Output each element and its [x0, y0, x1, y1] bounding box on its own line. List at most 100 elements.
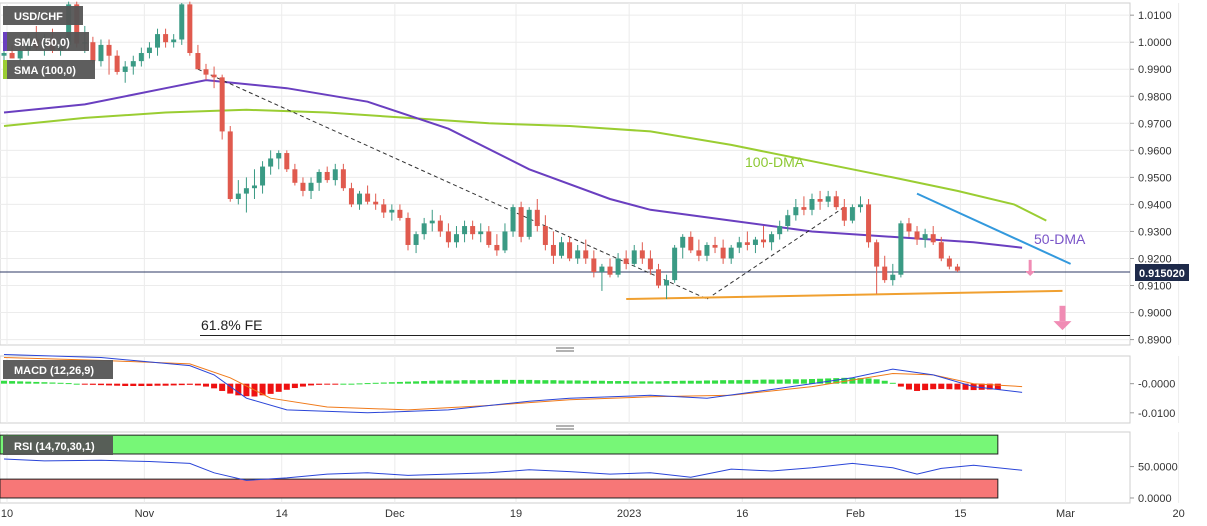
candle-body — [397, 209, 403, 218]
overlay-labels: USD/CHF SMA (50,0) SMA (100,0) 100-DMA 5… — [3, 6, 1189, 455]
macd-histogram-bar — [453, 380, 460, 384]
candle-body — [348, 188, 354, 205]
candle-body — [284, 153, 290, 170]
candle-body — [688, 236, 694, 251]
candle-body — [146, 47, 152, 54]
x-tick-label: 2023 — [617, 508, 641, 520]
candle-body — [526, 209, 532, 237]
macd-histogram-bar — [687, 380, 694, 384]
x-tick-label: 14 — [276, 508, 288, 520]
macd-histogram-bar — [396, 381, 403, 384]
macd-histogram-bar — [25, 381, 32, 384]
candle-body — [421, 223, 427, 235]
candle-body — [510, 207, 516, 232]
macd-histogram-bar — [784, 379, 791, 384]
macd-histogram-bar — [421, 381, 428, 384]
candle-body — [898, 223, 904, 275]
macd-histogram-bar — [259, 383, 266, 396]
macd-histogram-bar — [809, 379, 815, 384]
sma50-line — [3, 79, 1023, 249]
macd-label-box — [3, 360, 113, 379]
legend-sma100-swatch — [3, 60, 7, 79]
macd-histogram-bar — [146, 383, 153, 387]
down-arrow-head — [1053, 321, 1072, 331]
x-tick-label: 16 — [736, 508, 748, 520]
macd-histogram-bar — [413, 381, 420, 384]
candle-body — [550, 244, 556, 256]
candle-body — [954, 266, 960, 271]
candle-body — [365, 193, 371, 202]
sma100-line — [3, 108, 1047, 222]
candle-body — [138, 53, 144, 62]
candle-body — [478, 231, 484, 235]
candle-body — [583, 250, 589, 259]
candle-body — [825, 196, 831, 202]
candle-body — [769, 234, 775, 243]
candle-body — [340, 169, 346, 189]
annotation-100-dma: 100-DMA — [745, 154, 805, 170]
rsi-y-tick-label: 0.0000 — [1138, 493, 1172, 505]
candle-body — [389, 209, 395, 213]
candle-body — [357, 193, 363, 205]
current-price-label: 0.915020 — [1139, 268, 1185, 280]
panel-resize-handle-2[interactable] — [556, 425, 574, 430]
panel-frame-1 — [0, 2, 1131, 346]
macd-histogram-bar — [122, 383, 129, 387]
legend-sma100-box — [3, 60, 95, 79]
candle-body — [486, 231, 492, 245]
dashed-trend-down — [197, 68, 708, 300]
macd-histogram-bar — [81, 383, 88, 385]
candle-body — [591, 258, 597, 273]
candle-body — [793, 207, 799, 216]
rsi-label: RSI (14,70,30,1) — [14, 441, 95, 453]
macd-panel — [1, 354, 1023, 414]
macd-histogram-bar — [639, 381, 646, 384]
macd-histogram-bar — [736, 380, 743, 384]
candle-body — [502, 231, 508, 251]
main-price-plot — [0, 1, 1130, 337]
macd-histogram-bar — [833, 378, 840, 384]
panel-resize-handle-1[interactable] — [556, 347, 574, 352]
candle-body — [179, 4, 185, 40]
candle-body — [680, 236, 686, 248]
macd-histogram-bar — [720, 380, 727, 384]
macd-histogram-bar — [65, 383, 72, 385]
macd-histogram-bar — [962, 383, 969, 390]
candle-body — [373, 201, 379, 205]
macd-histogram-bar — [607, 381, 613, 384]
candle-body — [98, 44, 104, 62]
macd-histogram-bar — [57, 382, 64, 384]
macd-histogram-bar — [364, 383, 371, 385]
macd-line — [3, 354, 1023, 414]
macd-y-tick-label: -0.0000 — [1138, 379, 1175, 391]
macd-histogram-bar — [437, 380, 444, 384]
macd-histogram-bar — [873, 379, 880, 384]
candle-body — [130, 61, 136, 67]
candle-body — [761, 239, 767, 243]
macd-histogram-bar — [291, 383, 298, 389]
macd-histogram-bar — [227, 383, 234, 394]
macd-histogram-bar — [9, 381, 16, 384]
macd-histogram-bar — [978, 383, 985, 390]
macd-y-tick-label: -0.0100 — [1138, 408, 1175, 420]
legend-sma100: SMA (100,0) — [14, 65, 76, 77]
macd-histogram-bar — [881, 380, 888, 384]
candle-body — [946, 258, 952, 267]
macd-histogram-bar — [792, 379, 799, 384]
macd-histogram-bar — [914, 383, 921, 391]
candle-body — [817, 199, 823, 202]
macd-histogram-bar — [817, 378, 824, 384]
axes: 10Nov14Dec19202316Feb15Mar20Apr1.01001.0… — [1, 10, 1185, 520]
candle-body — [849, 207, 855, 221]
macd-histogram-bar — [857, 378, 864, 384]
candle-body — [882, 266, 888, 281]
macd-histogram-bar — [186, 383, 193, 385]
candle-body — [534, 209, 540, 227]
candle-body — [559, 242, 565, 256]
candle-body — [90, 42, 96, 62]
macd-histogram-bar — [461, 380, 468, 384]
candle-body — [833, 196, 839, 208]
macd-histogram-bar — [299, 383, 306, 387]
macd-histogram-bar — [17, 381, 24, 384]
candle-body — [405, 217, 411, 245]
